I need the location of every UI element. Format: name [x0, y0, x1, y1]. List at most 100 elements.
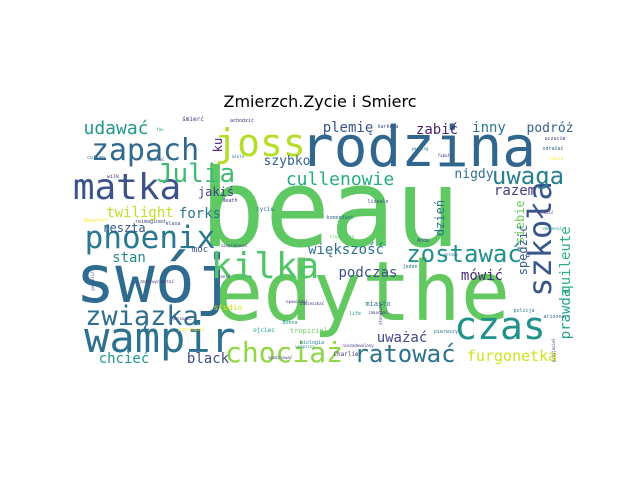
word-opowiadac: opowiadać: [286, 299, 308, 304]
word-zakochac: zakochać: [368, 310, 388, 315]
word-black: black: [187, 351, 230, 367]
word-edythe: edythe: [214, 245, 510, 340]
word-zwiazka: związka: [85, 301, 199, 332]
word-szkola: szkoła: [521, 181, 559, 297]
word-porzucic: porzucić: [172, 316, 192, 321]
word-kilka: kilka: [211, 246, 319, 287]
word-life: life: [349, 311, 361, 317]
word-podroz: podróż: [527, 121, 574, 136]
word-pierwszy: pierwszy: [434, 329, 458, 335]
word-lekcja: lekcja: [549, 156, 564, 161]
word-tropiciel: tropiciel: [290, 327, 328, 335]
word-zapach: zapach: [91, 133, 199, 168]
word-podczas: podczas: [338, 265, 397, 281]
word-szybko: szybko: [264, 154, 311, 169]
word-policja: policja: [513, 308, 534, 314]
word-prawda: prawda: [558, 289, 574, 340]
word-wampir: wampir: [84, 313, 236, 362]
word-pozostawiac: pozostawiać: [178, 327, 205, 332]
word-ranic: ranić: [218, 274, 231, 279]
word-uwaga: uwaga: [492, 162, 564, 190]
word-miele: miele: [232, 154, 245, 159]
word-moc: móc: [192, 244, 208, 255]
word-biologia: biologia: [300, 340, 324, 346]
word-dzien: dzień: [433, 200, 447, 236]
word-furgonetka: furgonetka: [467, 347, 557, 365]
word-fabula: fabuła: [438, 153, 453, 158]
chart-title: Zmierzch.Zycie i Smierc: [223, 92, 417, 111]
word-matka: matka: [73, 167, 181, 208]
word-achodzic: achodzić: [230, 117, 254, 124]
word-uwazac: uważać: [377, 330, 428, 346]
word-studio: studio: [214, 303, 243, 312]
word-zycie: zycie: [256, 206, 274, 213]
word-klasa: klasa: [165, 221, 180, 227]
word-gotowy: gotowy: [444, 252, 459, 257]
word-joss: joss: [214, 121, 306, 165]
word-arizona: arizona: [543, 314, 564, 320]
word-smierc: śmierć: [182, 116, 204, 123]
word-pozwolic: pozwolić: [90, 271, 95, 291]
word-swoj: swój: [76, 241, 235, 318]
word-sledzic: śledzić: [537, 210, 554, 215]
word-miasto: miasto: [365, 300, 390, 308]
word-ciezarowka: ciężarówka: [330, 234, 355, 239]
word-inny: inny: [472, 120, 506, 136]
word-mowic: mówić: [461, 268, 503, 284]
word-mydomac: mydomać: [148, 157, 165, 162]
word-stan: stan: [112, 250, 146, 266]
word-quileute: quileute: [558, 226, 574, 293]
word-reimagined: reimagined: [135, 219, 165, 225]
word-fan: fan: [156, 127, 164, 132]
word-zabic: zabić: [416, 122, 458, 138]
word-odrazac: odrażać: [542, 145, 563, 152]
word-reszta: reszta: [102, 221, 145, 235]
word-komendant: komendant: [326, 215, 353, 221]
word-ojciec: ojciec: [253, 327, 275, 334]
word-jakis: jakiś: [198, 185, 234, 199]
word-udawac: udawać: [83, 118, 148, 139]
word-zaopiekowac: zaopiekować: [221, 243, 248, 248]
word-forks: forks: [179, 206, 221, 222]
word-licealn: licealn: [367, 199, 388, 205]
word-chociaz: chociaż: [225, 336, 343, 369]
word-chciec: chcieć: [99, 351, 150, 367]
word-plemie: plemię: [323, 120, 374, 136]
word-wampirzy: wampirzy: [295, 344, 315, 349]
word-spodziewac: spodziewać: [268, 355, 293, 360]
word-cullen: cullen: [87, 155, 105, 161]
word-twilight: twilight: [106, 205, 173, 221]
word-karkera: karkera: [377, 124, 398, 130]
word-spedzic: spędzić: [516, 225, 530, 276]
word-parking: parking: [412, 146, 429, 151]
word-uczucie: uczucie: [544, 136, 565, 142]
word-przyjaciel: przyjaciel: [551, 337, 556, 362]
word-siebie: siebie: [513, 200, 527, 243]
word-phoenix: phoenix: [85, 220, 216, 256]
word-death: death: [222, 198, 237, 204]
word-niezadowolony: niezadowolony: [342, 343, 374, 348]
word-zamieszkac: zamieszkać: [300, 301, 325, 306]
word-rodzina: rodzina: [300, 115, 536, 180]
word-ku: ku: [211, 138, 225, 152]
word-beau: beau: [200, 147, 460, 272]
word-nigdy: nigdy: [454, 167, 493, 182]
word-anda: Anda: [417, 238, 429, 244]
word-julia: Julia: [157, 159, 235, 189]
word-czas: czas: [454, 304, 546, 348]
word-bonna: Bonna: [282, 320, 297, 326]
word-sloneczny: słoneczny: [378, 303, 383, 325]
word-razem: razem: [494, 183, 536, 199]
word-cullenowie: cullenowie: [286, 169, 394, 190]
word-wilk: wilk: [107, 174, 119, 180]
word-beaufort: Beaufort: [84, 218, 108, 224]
word-odmienic: odmienić: [542, 226, 562, 231]
word-wiekszosc: większość: [308, 242, 384, 258]
word-jeden: jeden: [402, 264, 417, 270]
word-charlie: Charlie: [333, 351, 359, 358]
word-zmartwychwstac: zmartwychwstać: [140, 279, 174, 284]
word-ratowac: ratować: [354, 340, 455, 368]
word-zostawac: zostawać: [406, 240, 522, 268]
